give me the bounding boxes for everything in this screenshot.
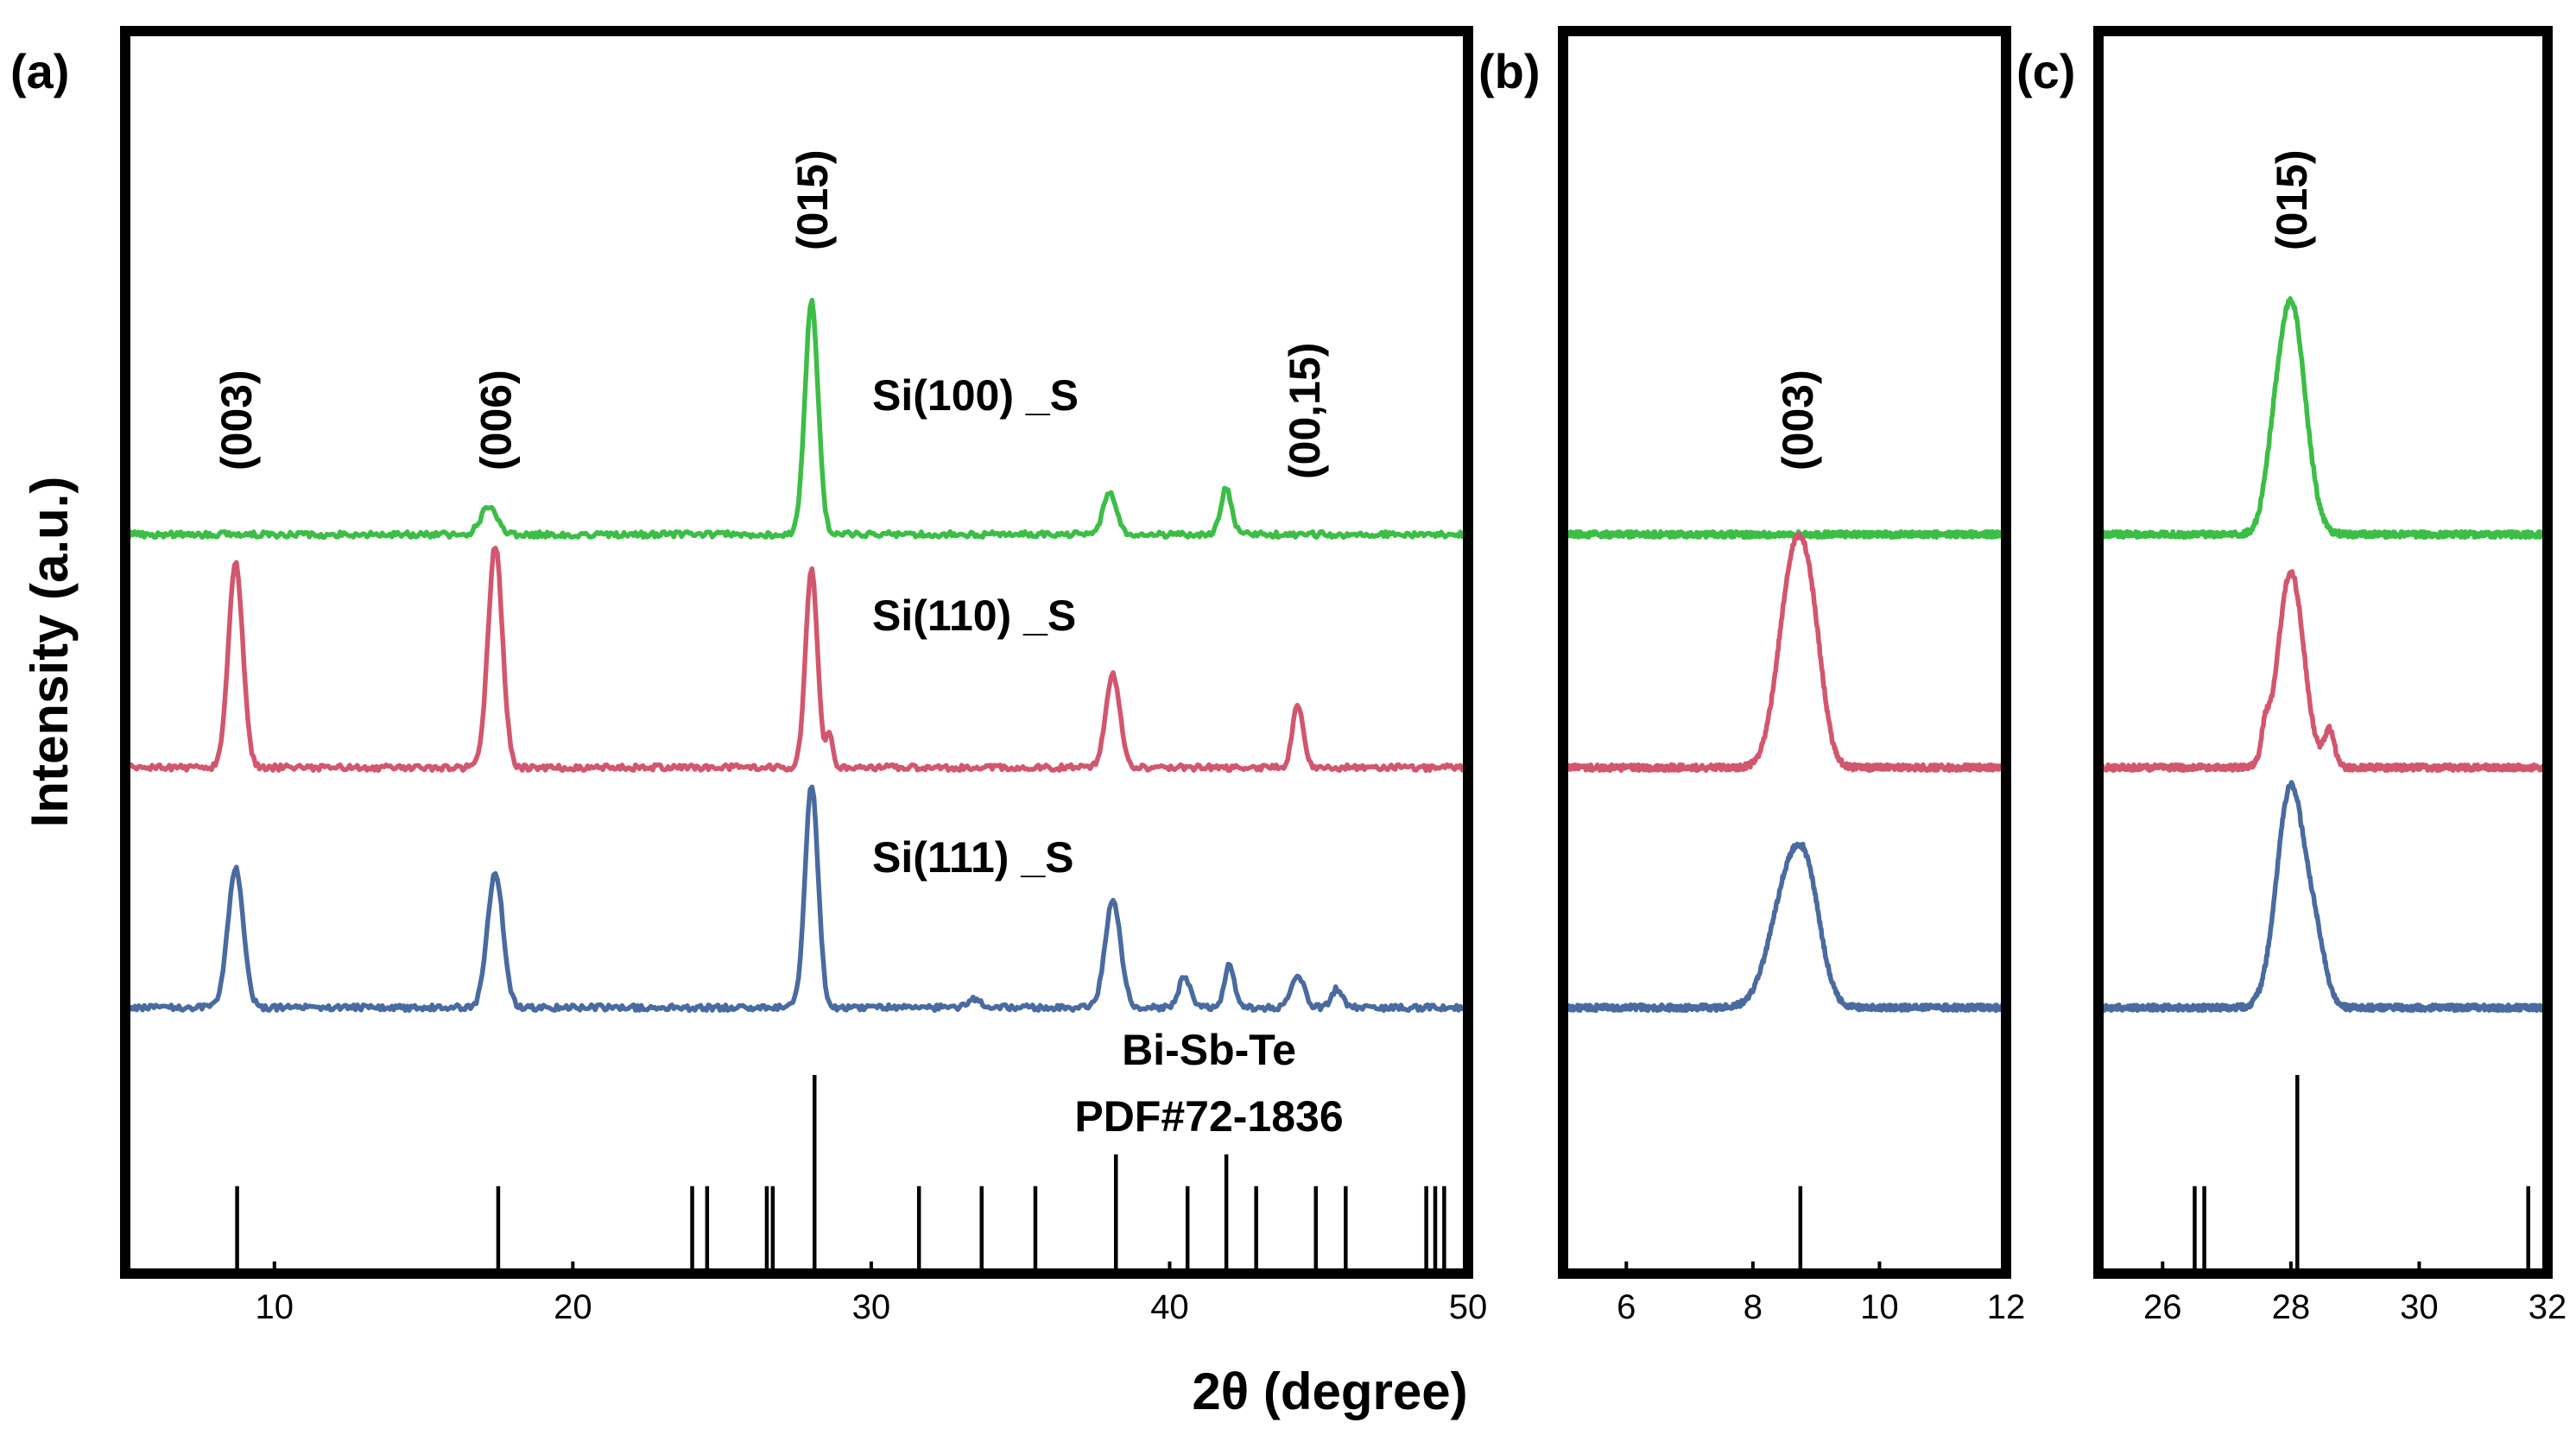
x-tick-label: 28 xyxy=(2272,1288,2311,1326)
x-tick-label: 10 xyxy=(1860,1288,1899,1326)
x-tick-label: 12 xyxy=(1987,1288,2026,1326)
xrd-trace-b-si-100-s xyxy=(1560,528,2009,541)
peak-label: (003) xyxy=(1774,370,1822,471)
reference-label-pdf: PDF#72-1836 xyxy=(1074,1092,1343,1141)
x-tick-label: 6 xyxy=(1617,1288,1636,1326)
reference-layer xyxy=(235,1075,2530,1274)
peak-label: (015) xyxy=(788,149,837,250)
x-tick-label: 10 xyxy=(256,1288,294,1326)
peak-label: (006) xyxy=(472,370,520,471)
xrd-trace-a-si-100-s xyxy=(123,297,1471,541)
peak-label: (015) xyxy=(2268,149,2316,250)
y-axis-title: Intensity (a.u.) xyxy=(21,477,79,828)
x-axis-title: 2θ (degree) xyxy=(1192,1363,1467,1420)
xrd-trace-a-si-111-s xyxy=(123,784,1471,1014)
x-tick-label: 20 xyxy=(554,1288,592,1326)
panel-frame-c xyxy=(2093,26,2553,1279)
xrd-trace-c-si-100-s xyxy=(2096,295,2550,541)
x-tick-label: 40 xyxy=(1150,1288,1189,1326)
x-tick-label: 50 xyxy=(1449,1288,1488,1326)
xrd-trace-b-si-111-s xyxy=(1560,841,2009,1014)
panel-letter: (a) xyxy=(10,44,69,98)
xrd-trace-c-si-110-s xyxy=(2096,569,2550,774)
x-tick-label: 32 xyxy=(2529,1288,2567,1326)
xrd-trace-b-si-110-s xyxy=(1560,532,2009,774)
x-tick-label: 30 xyxy=(2400,1288,2439,1326)
x-tick-label: 8 xyxy=(1744,1288,1763,1326)
reference-label-name: Bi-Sb-Te xyxy=(1122,1026,1296,1074)
series-label: Si(100) _S xyxy=(872,371,1079,420)
x-tick-label: 26 xyxy=(2143,1288,2182,1326)
text-layer: 10 20 30 40 50 (a) (003) (006) (015) (00,15) 6 8 10 1… xyxy=(10,44,2567,1420)
peak-label: (003) xyxy=(212,370,261,471)
series-label: Si(110) _S xyxy=(872,591,1076,640)
xrd-trace-c-si-111-s xyxy=(2096,780,2550,1014)
panel-letter: (b) xyxy=(1478,44,1541,98)
xrd-trace-a-si-110-s xyxy=(123,545,1471,774)
panel-letter: (c) xyxy=(2016,44,2075,98)
trace-layer xyxy=(123,295,2550,1014)
series-label: Si(111) _S xyxy=(872,833,1074,882)
panel-frame-a xyxy=(120,26,1473,1279)
panel-frame-b xyxy=(1558,26,2011,1279)
frame-layer xyxy=(120,26,2553,1279)
x-tick-label: 30 xyxy=(852,1288,891,1326)
peak-label: (00,15) xyxy=(1281,343,1329,479)
